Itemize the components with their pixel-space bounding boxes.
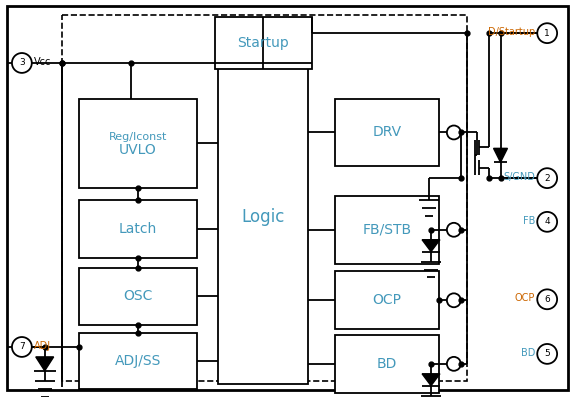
Text: D/Startup: D/Startup xyxy=(488,27,535,37)
Circle shape xyxy=(537,289,557,309)
Bar xyxy=(80,99,197,188)
Text: Reg/Iconst: Reg/Iconst xyxy=(109,133,167,142)
Polygon shape xyxy=(422,240,440,252)
Polygon shape xyxy=(422,374,440,386)
Circle shape xyxy=(12,337,32,357)
Circle shape xyxy=(447,357,461,371)
Bar xyxy=(219,51,308,384)
Text: OCP: OCP xyxy=(372,293,402,307)
Text: S/GND: S/GND xyxy=(503,172,535,182)
Circle shape xyxy=(447,223,461,237)
Bar xyxy=(80,200,197,258)
Circle shape xyxy=(447,125,461,139)
Bar xyxy=(335,196,439,263)
Text: DRV: DRV xyxy=(372,125,402,139)
Polygon shape xyxy=(493,148,507,162)
Text: OCP: OCP xyxy=(515,293,535,303)
Text: ADJ/SS: ADJ/SS xyxy=(115,354,161,368)
Text: Vcc: Vcc xyxy=(34,57,51,67)
Bar xyxy=(215,17,312,69)
Text: OSC: OSC xyxy=(123,289,153,303)
Bar xyxy=(80,333,197,389)
Text: Startup: Startup xyxy=(237,36,289,50)
Text: 1: 1 xyxy=(544,29,550,38)
Text: FB: FB xyxy=(523,216,535,226)
Circle shape xyxy=(537,23,557,43)
Bar xyxy=(80,267,197,325)
Text: UVLO: UVLO xyxy=(119,143,157,157)
Text: 6: 6 xyxy=(544,295,550,304)
Text: BD: BD xyxy=(377,357,397,371)
Text: Logic: Logic xyxy=(242,209,285,226)
Bar xyxy=(335,271,439,329)
Text: BD: BD xyxy=(521,348,535,358)
Bar xyxy=(62,15,467,381)
Circle shape xyxy=(537,212,557,232)
Circle shape xyxy=(537,168,557,188)
Polygon shape xyxy=(36,357,54,371)
Text: FB/STB: FB/STB xyxy=(362,223,411,237)
Text: Latch: Latch xyxy=(119,222,157,236)
Bar xyxy=(335,99,439,166)
Text: 3: 3 xyxy=(19,59,25,67)
Text: 4: 4 xyxy=(544,217,550,226)
Text: ADJ: ADJ xyxy=(34,341,51,351)
Bar xyxy=(335,335,439,393)
Circle shape xyxy=(12,53,32,73)
Circle shape xyxy=(537,344,557,364)
Text: 5: 5 xyxy=(544,349,550,359)
Circle shape xyxy=(447,293,461,307)
Text: 2: 2 xyxy=(544,174,550,183)
Text: 7: 7 xyxy=(19,342,25,351)
